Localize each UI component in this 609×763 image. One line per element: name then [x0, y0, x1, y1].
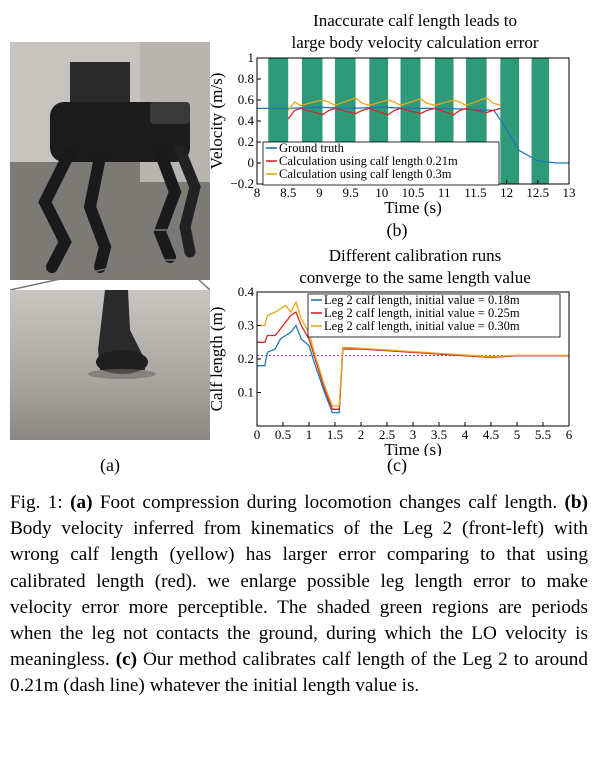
series-line-0	[257, 324, 569, 414]
x-tick-label-5: 2.5	[379, 427, 395, 442]
x-tick-label-8: 4	[462, 427, 469, 442]
x-axis-label: Time (s)	[384, 198, 441, 217]
x-tick-label-2: 1	[306, 427, 313, 442]
x-tick-label-6: 3	[410, 427, 417, 442]
x-tick-label-0: 0	[254, 427, 261, 442]
x-tick-label-8: 12	[500, 185, 513, 200]
x-tick-label-11: 5.5	[535, 427, 551, 442]
x-tick-label-3: 9.5	[342, 185, 358, 200]
legend-label-2: Calculation using calf length 0.3m	[279, 167, 452, 181]
y-tick-label-1: 0.2	[238, 351, 254, 366]
caption-c-tag: (c)	[115, 649, 137, 671]
x-tick-label-1: 8.5	[280, 185, 296, 200]
legend-label-0: Leg 2 calf length, initial value = 0.18m	[324, 293, 520, 307]
robot-photo	[10, 42, 210, 280]
caption-b-text: Body velocity inferred from kinematics o…	[10, 518, 588, 671]
x-tick-label-2: 9	[316, 185, 323, 200]
y-tick-label-5: 0.8	[238, 71, 254, 86]
caption-a-tag: (a)	[70, 492, 93, 513]
y-tick-label-0: −0.2	[230, 176, 254, 191]
panel-b-label: (b)	[386, 220, 408, 240]
series-line-2	[287, 97, 501, 111]
y-axis-label: Velocity (m/s)	[210, 73, 226, 170]
legend-label-0: Ground truth	[279, 141, 345, 155]
x-tick-label-7: 3.5	[431, 427, 447, 442]
y-tick-label-3: 0.4	[238, 286, 255, 299]
x-tick-label-10: 5	[514, 427, 521, 442]
y-axis-label: Calf length (m)	[210, 307, 226, 412]
chart-b: 8 8.5 9 9.5 10 10.5 11 11.5 12 12.5 13 −0.2 0 0.2 0.4 0…	[210, 52, 576, 217]
x-tick-label-9: 12.5	[526, 185, 549, 200]
legend-box	[262, 141, 500, 186]
chart-c: 0 0.5 1 1.5 2 2.5 3 3.5 4 4.5 5 5.5 6 0.1 0.2 0.3 0.4 Tim…	[210, 286, 573, 456]
y-tick-label-1: 0	[248, 155, 255, 170]
caption-c-text: Our method calibrates calf length of the…	[10, 649, 588, 697]
chart-c-title-line1: Different calibration runs	[328, 246, 502, 265]
x-tick-label-12: 6	[566, 427, 573, 442]
figure-caption: Fig. 1: (a) Foot compression during loco…	[10, 490, 588, 700]
x-tick-label-3: 1.5	[327, 427, 343, 442]
x-tick-label-10: 13	[563, 185, 576, 200]
foot-closeup-illustration	[88, 290, 156, 379]
chart-b-title: Inaccurate calf length leads to large bo…	[225, 10, 605, 54]
x-axis-label: Time (s)	[384, 440, 441, 456]
legend-label-1: Leg 2 calf length, initial value = 0.25m	[324, 306, 520, 320]
y-tick-label-0: 0.1	[238, 385, 254, 400]
shaded-region-7	[500, 58, 520, 184]
y-tick-label-2: 0.2	[238, 134, 254, 149]
foot-closeup-photo	[10, 290, 210, 440]
x-tick-label-6: 11	[438, 185, 451, 200]
x-tick-label-0: 8	[254, 185, 261, 200]
legend-label-2: Leg 2 calf length, initial value = 0.30m	[324, 319, 520, 333]
y-tick-label-3: 0.4	[238, 113, 255, 128]
panel-a-label: (a)	[100, 455, 120, 475]
chart-c-title: Different calibration runs converge to t…	[225, 245, 605, 289]
caption-prefix: Fig. 1:	[10, 492, 71, 513]
y-tick-label-2: 0.3	[238, 318, 254, 333]
chart-b-title-line1: Inaccurate calf length leads to	[313, 11, 517, 30]
y-tick-label-6: 1	[248, 52, 255, 65]
x-tick-label-4: 10	[375, 185, 388, 200]
y-tick-label-4: 0.6	[238, 92, 255, 107]
panel-c-label: (c)	[387, 455, 407, 475]
chart-c-title-line2: converge to the same length value	[299, 268, 531, 287]
series-line-2	[257, 300, 569, 407]
caption-b-tag: (b)	[564, 492, 588, 513]
robot-illustration	[10, 42, 210, 280]
series-line-1	[287, 107, 501, 120]
x-tick-label-7: 11.5	[464, 185, 486, 200]
series-line-1	[257, 311, 569, 410]
caption-a-text: Foot compression during locomotion chang…	[92, 492, 565, 513]
x-tick-label-1: 0.5	[275, 427, 291, 442]
x-tick-label-4: 2	[358, 427, 365, 442]
legend-box	[307, 293, 561, 338]
chart-b-title-line2: large body velocity calculation error	[291, 33, 539, 52]
x-tick-label-5: 10.5	[402, 185, 425, 200]
series-line-0	[257, 106, 569, 164]
legend-label-1: Calculation using calf length 0.21m	[279, 154, 458, 168]
x-tick-label-9: 4.5	[483, 427, 499, 442]
shaded-region-8	[531, 58, 550, 184]
